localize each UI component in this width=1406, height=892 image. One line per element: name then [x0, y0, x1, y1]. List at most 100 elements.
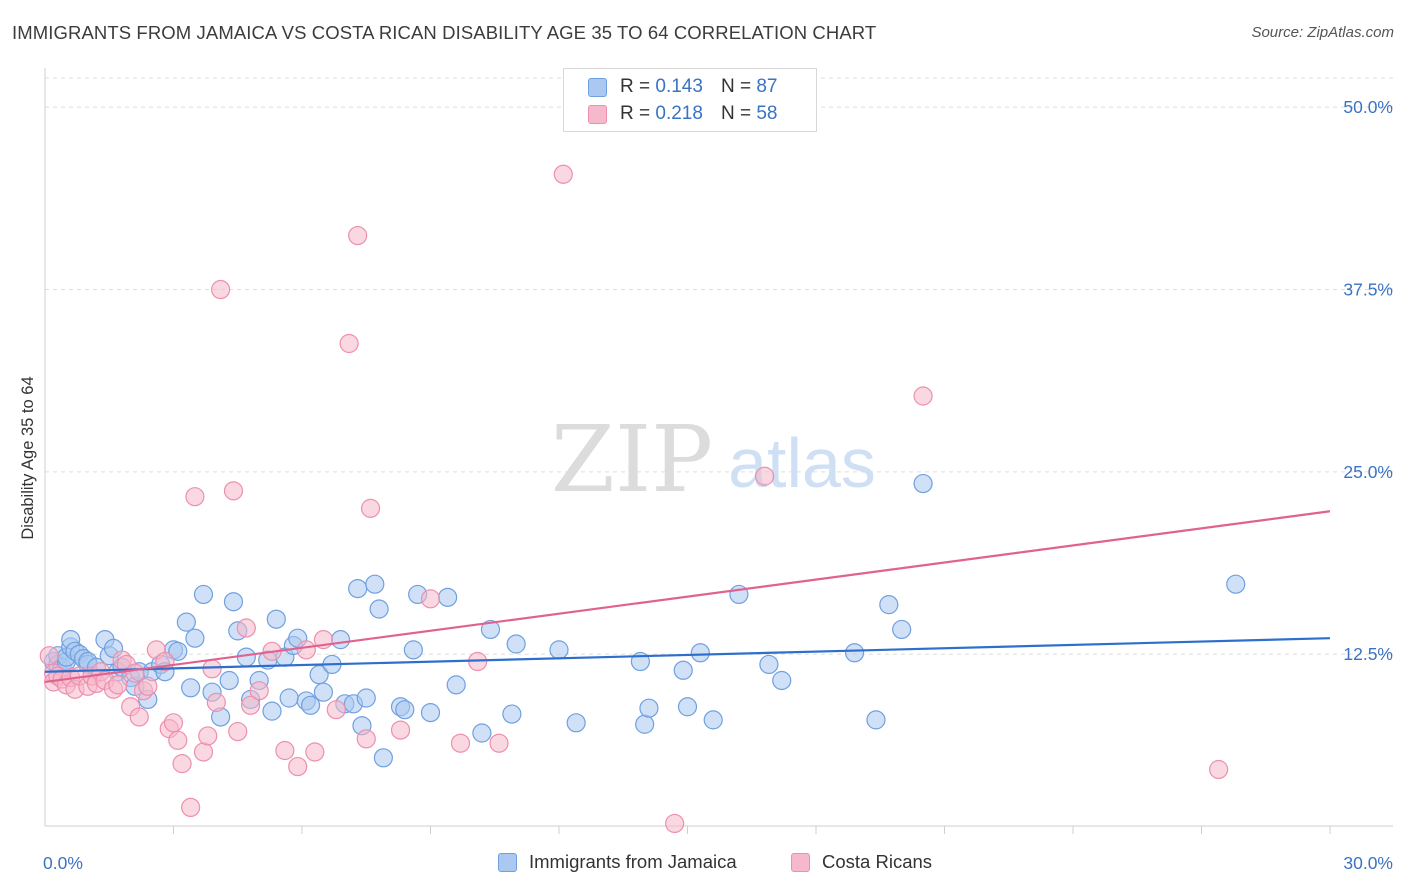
- costa-rica-point: [193, 742, 214, 762]
- jamaica-point: [176, 612, 196, 632]
- axes: [44, 68, 1393, 834]
- jamaica-point: [502, 704, 522, 724]
- jamaica-point: [185, 628, 205, 648]
- legend-n-value: 58: [756, 103, 778, 124]
- jamaica-point: [313, 682, 334, 702]
- jamaica-point: [168, 641, 188, 661]
- legend-r-value: 0.143: [655, 76, 703, 97]
- costa-rica-point: [348, 225, 368, 246]
- legend-r-label: R =: [620, 103, 651, 124]
- costa-rica-point: [420, 589, 441, 609]
- jamaica-point: [266, 609, 286, 629]
- jamaica-point: [438, 587, 458, 607]
- source-note: Source: ZipAtlas.com: [1251, 24, 1394, 41]
- jamaica-point: [403, 640, 423, 660]
- costa-rica-point: [181, 797, 201, 818]
- jamaica-point: [892, 619, 912, 640]
- jamaica-point: [365, 574, 385, 594]
- costa-rica-point: [236, 618, 256, 638]
- legend-row-costa-rica: R = 0.218 N = 58: [588, 102, 777, 126]
- bottom-legend-swatch-blue: [498, 852, 517, 872]
- costa-rica-point: [296, 640, 316, 660]
- jamaica-point: [690, 643, 710, 663]
- y-tick-label: 50.0%: [1343, 97, 1393, 117]
- costa-rica-point: [305, 742, 325, 762]
- costa-rica-point: [553, 164, 573, 184]
- watermark-atlas: atlas: [728, 424, 876, 502]
- watermark: ZIP atlas: [551, 406, 876, 513]
- costa-rica-point: [206, 692, 226, 712]
- jamaica-point: [703, 710, 723, 730]
- jamaica-point: [480, 619, 501, 640]
- y-tick-label: 12.5%: [1343, 644, 1393, 664]
- bottom-legend-swatch-pink: [791, 852, 810, 872]
- costa-rica-point: [241, 695, 261, 715]
- costa-rica-point: [390, 720, 411, 740]
- jamaica-point: [1226, 574, 1246, 594]
- costa-rica-point: [223, 481, 244, 501]
- costa-rica-point: [339, 333, 359, 354]
- jamaica-point: [348, 578, 368, 599]
- y-tick-label: 25.0%: [1343, 462, 1393, 482]
- costa-rica-point: [450, 733, 471, 753]
- jamaica-point: [446, 675, 466, 695]
- jamaica-point: [866, 710, 886, 730]
- costa-rica-point: [665, 813, 685, 834]
- legend-n-label: N =: [720, 103, 752, 124]
- jamaica-point: [223, 592, 244, 612]
- costa-rica-point: [754, 466, 775, 486]
- chart-title: IMMIGRANTS FROM JAMAICA VS COSTA RICAN D…: [12, 22, 877, 43]
- jamaica-point: [193, 584, 214, 605]
- series-jamaica-points: [43, 473, 1246, 768]
- costa-rica-point: [129, 707, 149, 727]
- trend-line-jamaica: [44, 637, 1331, 673]
- costa-rica-point: [202, 659, 222, 679]
- jamaica-point: [356, 688, 376, 708]
- jamaica-point: [262, 701, 282, 721]
- bottom-legend-label-costa-rica: Costa Ricans: [822, 851, 933, 872]
- jamaica-point: [913, 473, 933, 494]
- costa-rica-point: [913, 386, 933, 406]
- jamaica-point: [373, 748, 393, 768]
- watermark-zip: ZIP: [551, 406, 713, 513]
- costa-rica-point: [185, 487, 205, 507]
- jamaica-point: [330, 630, 351, 650]
- jamaica-point: [639, 698, 659, 718]
- costa-rica-point: [360, 498, 381, 518]
- costa-rica-point: [163, 713, 184, 733]
- x-tick-label: 0.0%: [43, 853, 83, 873]
- jamaica-point: [219, 670, 239, 691]
- costa-rica-point: [249, 681, 269, 701]
- costa-rica-point: [288, 756, 308, 777]
- bottom-legend: Immigrants from Jamaica Costa Ricans: [0, 851, 1406, 879]
- bottom-legend-jamaica: Immigrants from Jamaica: [498, 851, 737, 873]
- legend-r-label: R =: [620, 76, 651, 97]
- jamaica-point: [420, 702, 441, 723]
- costa-rica-point: [1209, 759, 1229, 780]
- tick-labels: 12.5% 25.0% 37.5% 50.0% 0.0% 30.0%: [43, 97, 1393, 873]
- costa-rica-point: [228, 721, 248, 742]
- jamaica-point: [673, 660, 693, 680]
- costa-rica-point: [168, 730, 188, 750]
- costa-rica-point: [172, 754, 192, 774]
- jamaica-point: [395, 700, 415, 720]
- costa-rica-point: [198, 726, 218, 746]
- costa-rica-point: [326, 700, 346, 720]
- jamaica-point: [549, 640, 569, 660]
- jamaica-point: [181, 678, 201, 698]
- jamaica-point: [369, 599, 389, 619]
- legend-swatch-blue: [588, 77, 607, 97]
- jamaica-point: [472, 723, 492, 743]
- legend-row-jamaica: R = 0.143 N = 87: [588, 75, 777, 99]
- jamaica-point: [300, 695, 321, 715]
- legend-n-label: N =: [720, 76, 752, 97]
- legend-r-value: 0.218: [655, 103, 703, 124]
- costa-rica-point: [138, 676, 158, 696]
- costa-rica-point: [275, 740, 295, 761]
- jamaica-point: [879, 595, 899, 615]
- trend-line-costa-rica: [44, 510, 1331, 684]
- jamaica-point: [279, 688, 299, 708]
- legend-swatch-pink: [588, 104, 607, 124]
- jamaica-point: [566, 713, 586, 733]
